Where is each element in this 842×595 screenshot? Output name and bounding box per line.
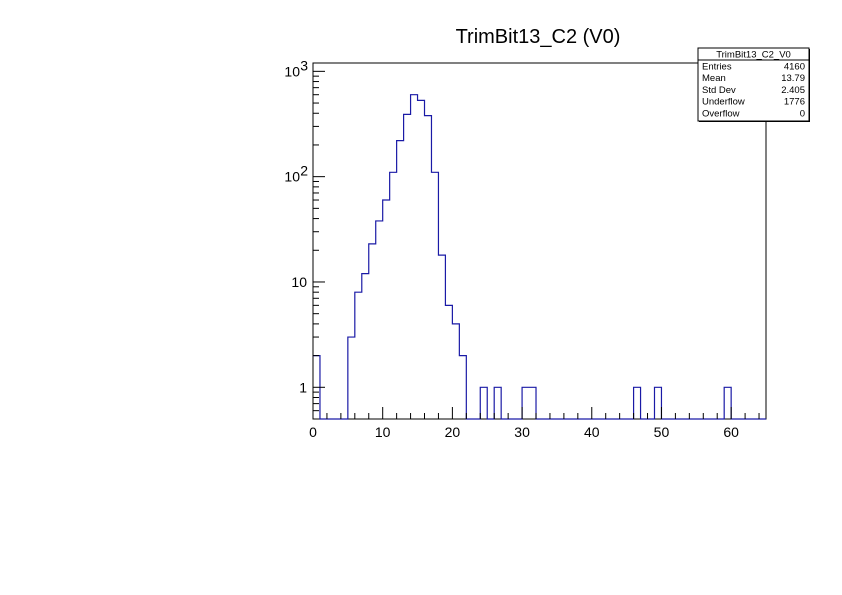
histogram-bin (438, 255, 445, 419)
stats-row-label: Overflow (702, 109, 740, 120)
stats-row-value: 0 (800, 109, 805, 120)
y-tick-exponent: 3 (300, 57, 308, 73)
histogram-bin (522, 387, 529, 419)
histogram-bin (724, 387, 731, 419)
stats-row-value: 1776 (784, 97, 805, 108)
x-tick-label: 20 (445, 424, 461, 440)
stats-row-value: 13.79 (781, 73, 805, 84)
histogram-bin (459, 356, 466, 419)
histogram-bin (348, 337, 355, 419)
stats-row-label: Underflow (702, 97, 745, 108)
histogram-bin (418, 100, 425, 419)
histogram-bin (376, 221, 383, 419)
histogram-bin (383, 200, 390, 419)
histogram-bin (445, 305, 452, 419)
y-tick-label: 10 (284, 63, 300, 79)
stats-row-value: 4160 (784, 61, 805, 72)
stats-row-label: Std Dev (702, 85, 736, 96)
histogram-line (313, 94, 766, 420)
histogram-bin (397, 141, 404, 419)
y-tick-label: 1 (299, 379, 307, 395)
histogram-bin (654, 387, 661, 419)
histogram-bin (404, 114, 411, 419)
histogram-bin (494, 387, 501, 419)
histogram-bin (362, 274, 369, 419)
stats-box-title: TrimBit13_C2_V0 (716, 50, 791, 61)
x-tick-label: 60 (723, 424, 739, 440)
chart-title: TrimBit13_C2 (V0) (456, 26, 621, 48)
stats-row-label: Entries (702, 61, 732, 72)
y-tick-label: 10 (291, 274, 307, 290)
histogram-bin (634, 387, 641, 419)
x-tick-label: 40 (584, 424, 600, 440)
histogram-bin (425, 116, 432, 419)
histogram-bin (355, 292, 362, 419)
x-tick-label: 10 (375, 424, 391, 440)
histogram-bin (452, 324, 459, 419)
x-tick-label: 0 (309, 424, 317, 440)
histogram-bin (369, 244, 376, 419)
y-tick-exponent: 2 (300, 163, 308, 179)
x-tick-label: 50 (654, 424, 670, 440)
histogram-bin (390, 172, 397, 419)
histogram-bin (431, 172, 438, 419)
histogram-bin (480, 387, 487, 419)
histogram-bin (529, 387, 536, 419)
y-tick-label: 10 (284, 169, 300, 185)
histogram-bin (411, 95, 418, 419)
stats-row-value: 2.405 (781, 85, 805, 96)
x-tick-label: 30 (514, 424, 530, 440)
stats-row-label: Mean (702, 73, 726, 84)
